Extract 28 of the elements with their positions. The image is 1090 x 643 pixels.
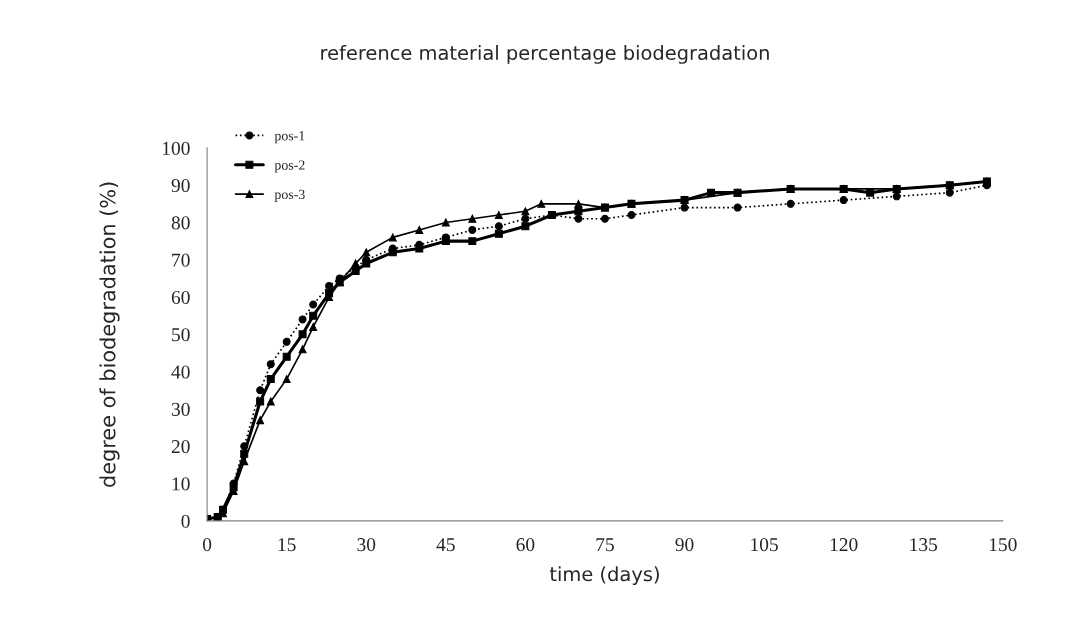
y-tick-label: 60 — [171, 290, 190, 304]
x-tick-label: 120 — [830, 538, 858, 552]
x-tick-label: 90 — [675, 538, 694, 552]
y-tick-label: 30 — [171, 402, 190, 416]
x-tick-label: 0 — [202, 538, 212, 552]
y-tick-label: 0 — [181, 514, 190, 528]
y-tick-label: 70 — [172, 253, 190, 267]
legend-label: pos-1 — [274, 131, 305, 144]
y-tick-label: 80 — [171, 216, 190, 230]
x-tick-label: 135 — [910, 538, 938, 552]
y-tick-label: 40 — [171, 365, 190, 379]
y-tick-label: 50 — [172, 328, 190, 342]
legend-label: pos-3 — [274, 189, 305, 202]
y-tick-label: 90 — [171, 179, 190, 193]
x-tick-label: 45 — [436, 538, 455, 552]
legend-label: pos-2 — [274, 160, 305, 173]
x-tick-label: 150 — [989, 538, 1017, 552]
x-tick-label: 75 — [596, 538, 614, 552]
y-tick-label: 10 — [172, 477, 190, 491]
y-tick-label: 100 — [162, 141, 190, 155]
x-tick-label: 15 — [278, 538, 296, 552]
x-tick-label: 60 — [516, 538, 535, 552]
x-tick-label: 105 — [751, 538, 778, 552]
y-tick-label: 20 — [171, 440, 190, 454]
y-axis-title: degree of biodegradation (%) — [99, 182, 120, 487]
chart-title: reference material percentage biodegradation — [321, 45, 769, 64]
x-tick-label: 30 — [357, 538, 376, 552]
x-axis-title: time (days) — [549, 566, 659, 586]
